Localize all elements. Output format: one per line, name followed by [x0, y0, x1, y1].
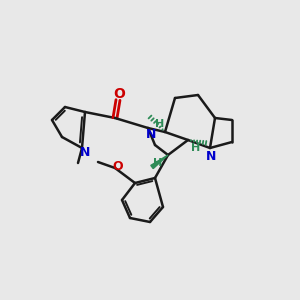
Text: O: O	[113, 160, 123, 172]
Text: H: H	[191, 143, 201, 153]
Text: N: N	[80, 146, 90, 160]
Text: H: H	[153, 158, 163, 168]
Text: O: O	[113, 87, 125, 101]
Polygon shape	[151, 155, 168, 169]
Text: H: H	[155, 119, 165, 129]
Text: N: N	[206, 149, 216, 163]
Text: N: N	[146, 128, 156, 142]
